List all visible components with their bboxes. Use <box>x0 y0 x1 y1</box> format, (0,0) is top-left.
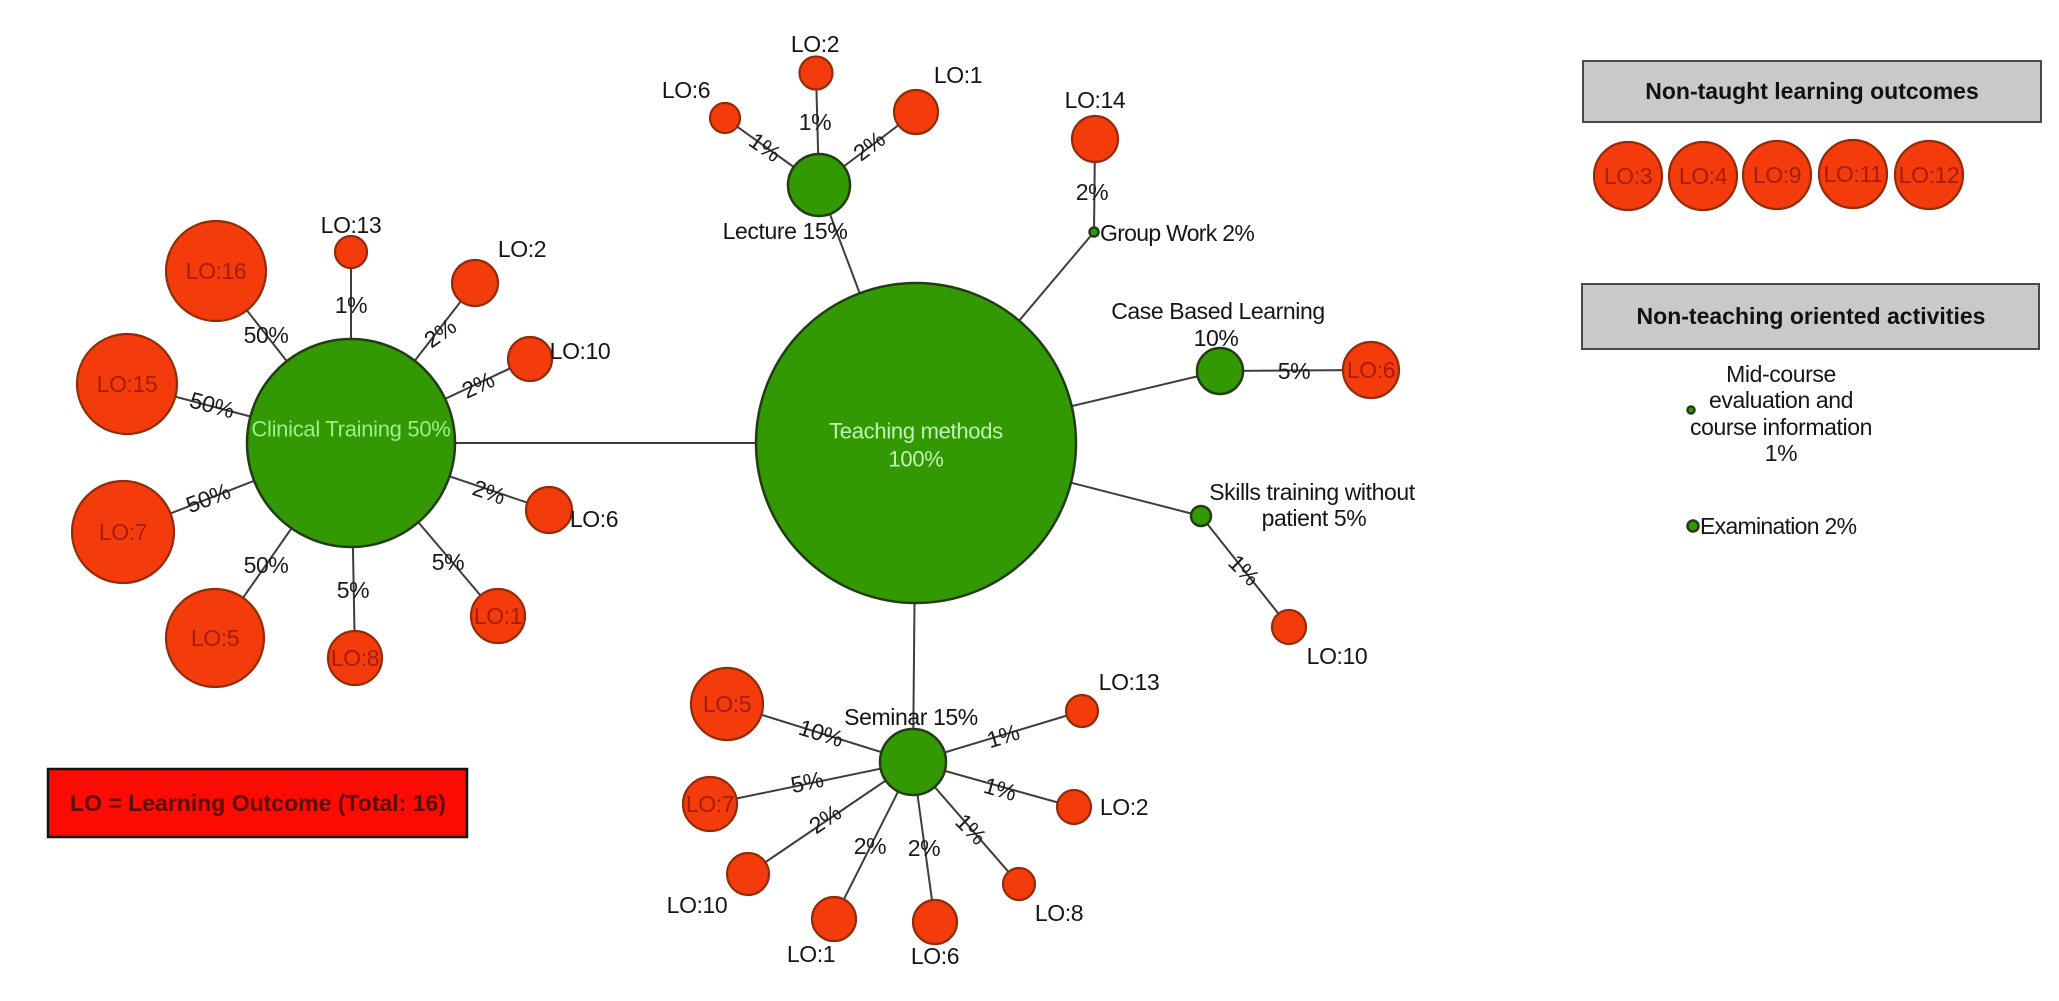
svg-text:LO:10: LO:10 <box>667 892 728 918</box>
svg-text:5%: 5% <box>1278 358 1310 384</box>
svg-text:LO:16: LO:16 <box>186 258 247 284</box>
svg-text:LO:6: LO:6 <box>662 77 710 103</box>
svg-text:1%: 1% <box>799 109 831 135</box>
svg-text:LO:5: LO:5 <box>703 691 751 717</box>
svg-text:patient 5%: patient 5% <box>1262 505 1367 531</box>
svg-text:LO:6: LO:6 <box>911 943 959 969</box>
svg-text:LO:1: LO:1 <box>787 941 835 967</box>
svg-text:LO:9: LO:9 <box>1753 162 1801 188</box>
svg-text:Non-teaching oriented activiti: Non-teaching oriented activities <box>1637 303 1986 329</box>
svg-text:LO = Learning Outcome (Total:: LO = Learning Outcome (Total: 16) <box>70 790 446 816</box>
svg-text:10%: 10% <box>1194 325 1239 351</box>
svg-text:LO:7: LO:7 <box>99 519 147 545</box>
svg-text:LO:1: LO:1 <box>474 603 522 629</box>
svg-text:LO:8: LO:8 <box>1035 900 1083 926</box>
svg-text:2%: 2% <box>854 833 886 859</box>
svg-text:Skills training without: Skills training without <box>1209 479 1416 505</box>
svg-text:LO:11: LO:11 <box>1824 161 1883 187</box>
svg-text:LO:4: LO:4 <box>1679 163 1728 189</box>
svg-text:50%: 50% <box>244 552 289 578</box>
svg-text:Clinical Training 50%: Clinical Training 50% <box>251 417 450 442</box>
svg-text:LO:2: LO:2 <box>791 31 839 57</box>
svg-text:LO:2: LO:2 <box>1100 794 1148 820</box>
svg-text:1%: 1% <box>1765 440 1797 466</box>
svg-text:LO:6: LO:6 <box>1347 357 1395 383</box>
svg-text:5%: 5% <box>432 549 464 575</box>
svg-text:evaluation and: evaluation and <box>1709 387 1853 413</box>
svg-text:LO:1: LO:1 <box>934 62 982 88</box>
svg-text:LO:7: LO:7 <box>686 791 734 817</box>
svg-text:LO:2: LO:2 <box>498 236 546 262</box>
svg-text:LO:8: LO:8 <box>331 645 379 671</box>
svg-text:2%: 2% <box>1076 179 1108 205</box>
svg-text:LO:14: LO:14 <box>1065 87 1126 113</box>
svg-text:Case Based Learning: Case Based Learning <box>1111 298 1325 324</box>
svg-text:LO:15: LO:15 <box>97 371 158 397</box>
svg-text:Teaching methods: Teaching methods <box>829 419 1003 444</box>
svg-text:LO:6: LO:6 <box>570 506 618 532</box>
svg-text:Seminar 15%: Seminar 15% <box>844 704 978 730</box>
svg-text:LO:13: LO:13 <box>321 212 382 238</box>
svg-text:LO:3: LO:3 <box>1604 163 1652 189</box>
svg-text:Lecture 15%: Lecture 15% <box>723 218 848 244</box>
svg-text:LO:10: LO:10 <box>550 338 611 364</box>
svg-text:Examination 2%: Examination 2% <box>1700 513 1857 539</box>
svg-text:LO:10: LO:10 <box>1307 643 1368 669</box>
svg-text:Mid-course: Mid-course <box>1726 361 1836 387</box>
svg-text:LO:5: LO:5 <box>191 625 239 651</box>
svg-text:50%: 50% <box>244 322 289 348</box>
svg-text:course information: course information <box>1690 414 1872 440</box>
svg-text:5%: 5% <box>337 577 369 603</box>
svg-text:100%: 100% <box>888 447 943 472</box>
svg-text:1%: 1% <box>335 292 367 318</box>
svg-text:LO:12: LO:12 <box>1899 162 1960 188</box>
svg-text:LO:13: LO:13 <box>1099 669 1160 695</box>
svg-text:Group Work 2%: Group Work 2% <box>1100 220 1254 246</box>
svg-text:2%: 2% <box>908 835 940 861</box>
svg-text:Non-taught learning outcomes: Non-taught learning outcomes <box>1645 78 1979 104</box>
